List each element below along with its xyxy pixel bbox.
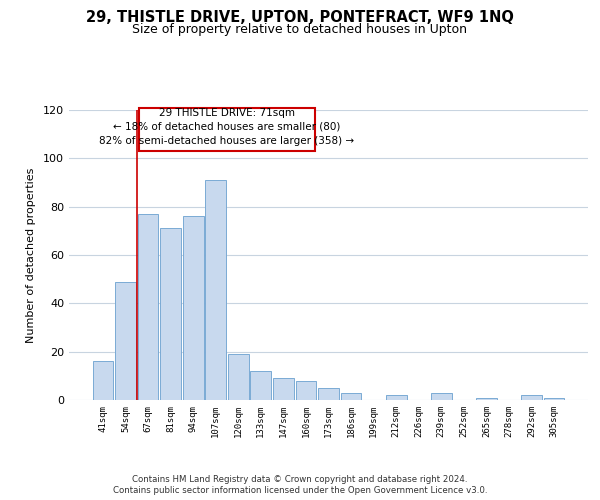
Bar (431, 393, 452, 400)
Bar (296, 380, 316, 400)
FancyBboxPatch shape (139, 108, 315, 151)
Text: Size of property relative to detached houses in Upton: Size of property relative to detached ho… (133, 22, 467, 36)
Text: Contains HM Land Registry data © Crown copyright and database right 2024.: Contains HM Land Registry data © Crown c… (132, 475, 468, 484)
Bar (137, 214, 158, 400)
Bar (544, 398, 565, 400)
Bar (92, 362, 113, 400)
Bar (273, 378, 294, 400)
Bar (476, 398, 497, 400)
Bar (521, 395, 542, 400)
Bar (205, 180, 226, 400)
Bar (250, 371, 271, 400)
Bar (341, 393, 361, 400)
Bar (386, 395, 407, 400)
Bar (318, 388, 339, 400)
Bar (228, 354, 248, 400)
Text: 29, THISTLE DRIVE, UPTON, PONTEFRACT, WF9 1NQ: 29, THISTLE DRIVE, UPTON, PONTEFRACT, WF… (86, 10, 514, 25)
Bar (160, 228, 181, 400)
Bar (183, 216, 203, 400)
Text: Contains public sector information licensed under the Open Government Licence v3: Contains public sector information licen… (113, 486, 487, 495)
Y-axis label: Number of detached properties: Number of detached properties (26, 168, 36, 342)
Bar (115, 282, 136, 400)
Text: 29 THISTLE DRIVE: 71sqm
← 18% of detached houses are smaller (80)
82% of semi-de: 29 THISTLE DRIVE: 71sqm ← 18% of detache… (100, 108, 355, 146)
